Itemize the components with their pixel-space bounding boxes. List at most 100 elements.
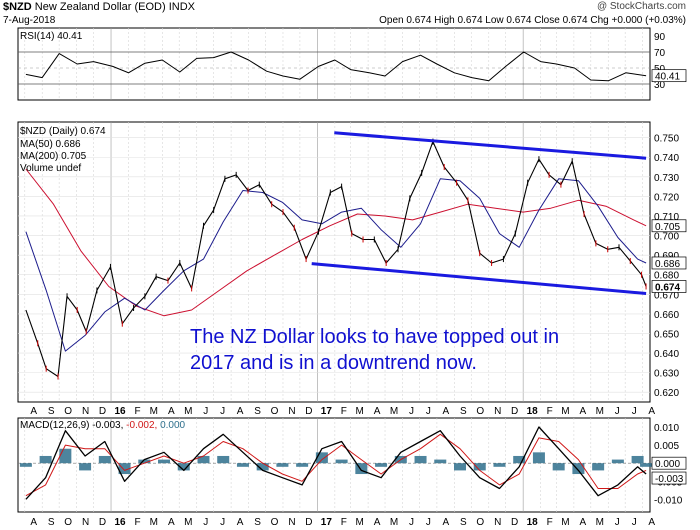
x-tick-label: J (220, 406, 225, 417)
x-tick-label: S (460, 517, 467, 528)
price-tick-label: 0.730 (654, 173, 679, 184)
macd-histogram-bar (335, 459, 348, 464)
x-tick-label: J (615, 406, 620, 417)
x-tick-label: J (409, 517, 414, 528)
macd-histogram-bar (532, 452, 545, 464)
x-tick-label: D (305, 406, 312, 417)
rsi-tick-label: 70 (654, 48, 666, 59)
chart-title: $NZD New Zealand Dollar (EOD) INDX (3, 1, 195, 13)
x-tick-label: M (596, 406, 604, 417)
x-tick-label: F (547, 406, 553, 417)
x-tick-label: A (580, 406, 587, 417)
macd-histogram-bar (315, 452, 328, 464)
ma50-last-value: 0.686 (655, 259, 680, 270)
ma50-line (25, 178, 647, 352)
price-tick-label: 0.710 (654, 212, 679, 223)
macd-histogram-bar (631, 455, 644, 464)
macd-histogram-bar (296, 463, 309, 467)
x-tick-label: 17 (321, 406, 333, 417)
macd-histogram-bar (39, 455, 52, 464)
x-tick-label: A (237, 406, 244, 417)
macd-histogram-bar (611, 459, 624, 464)
price-line (25, 141, 647, 378)
macd-histogram-bar (197, 455, 210, 464)
ohlc-summary: Open 0.674 High 0.674 Low 0.674 Close 0.… (379, 15, 686, 26)
x-tick-label: 18 (527, 406, 539, 417)
macd-histogram-bar (375, 463, 388, 467)
x-tick-label: 18 (527, 517, 539, 528)
ma50-last-value-box (651, 256, 687, 270)
macd-histogram-bar (493, 463, 506, 467)
x-tick-label: 17 (321, 517, 333, 528)
x-tick-label: D (99, 406, 106, 417)
x-tick-label: A (648, 406, 655, 417)
rsi-tick-label: 90 (654, 32, 666, 43)
macd-histogram-bar (552, 463, 565, 471)
rsi-tick-label: 30 (654, 80, 666, 91)
macd-legend-part: -0.002, (126, 420, 160, 431)
rsi-legend: RSI(14) 40.41 (20, 31, 83, 42)
x-tick-label: O (271, 406, 279, 417)
macd-hist-last-value-box (651, 456, 687, 470)
macd-histogram-bar (256, 463, 269, 471)
x-tick-label: M (390, 406, 398, 417)
price-tick-label: 0.630 (654, 369, 679, 380)
x-tick-label: O (64, 517, 72, 528)
ma200-last-value: 0.705 (655, 222, 680, 233)
x-tick-label: N (82, 406, 89, 417)
x-tick-label: S (254, 406, 261, 417)
price-last-value: 0.674 (655, 282, 680, 293)
x-tick-label: D (511, 517, 518, 528)
legend-ma200: MA(200) 0.705 (20, 151, 87, 162)
price-tick-label: 0.740 (654, 153, 679, 164)
x-tick-label: O (64, 406, 72, 417)
x-tick-label: A (374, 406, 381, 417)
x-tick-label: J (426, 517, 431, 528)
x-tick-label: F (341, 517, 347, 528)
macd-last-value: -0.003 (655, 474, 684, 485)
x-tick-label: M (561, 517, 569, 528)
x-tick-label: D (305, 517, 312, 528)
x-tick-label: J (426, 406, 431, 417)
rsi-last-value-box (651, 69, 687, 83)
x-tick-label: A (30, 406, 37, 417)
legend-price: $NZD (Daily) 0.674 (20, 126, 106, 137)
macd-histogram-bar (59, 448, 72, 464)
x-tick-label: M (355, 406, 363, 417)
macd-histogram-bar (572, 463, 585, 475)
stockcharts-credit: @ StockCharts.com (596, 1, 686, 12)
x-tick-label: A (30, 517, 37, 528)
x-tick-label: A (168, 406, 175, 417)
macd-legend-part: -0.003, (92, 420, 126, 431)
legend-volume: Volume undef (20, 163, 81, 174)
macd-histogram-bar (217, 455, 230, 464)
price-last-value-box (651, 280, 687, 293)
price-tick-label: 0.750 (654, 134, 679, 145)
x-tick-label: J (203, 406, 208, 417)
x-tick-label: J (203, 517, 208, 528)
macd-histogram-bar (640, 463, 653, 467)
panel-frame (17, 27, 651, 101)
price-tick-label: 0.660 (654, 310, 679, 321)
macd-histogram-bar (355, 463, 368, 475)
macd-histogram-bar (454, 463, 467, 471)
macd-tick-label: 0.005 (654, 441, 679, 452)
price-tick-label: 0.620 (654, 388, 679, 399)
instrument-name: New Zealand Dollar (EOD) (34, 1, 166, 13)
x-tick-label: F (341, 406, 347, 417)
x-tick-label: A (237, 517, 244, 528)
x-tick-label: J (409, 406, 414, 417)
x-tick-label: A (648, 517, 655, 528)
x-tick-label: M (596, 517, 604, 528)
macd-hist-last-value: 0.000 (655, 459, 680, 470)
x-tick-label: S (48, 517, 55, 528)
x-tick-label: O (476, 406, 484, 417)
annotation-text: The NZ Dollar looks to have topped out i… (190, 326, 560, 374)
x-tick-label: J (632, 406, 637, 417)
exchange: INDX (168, 1, 195, 13)
macd-histogram-bar (138, 459, 151, 464)
rsi-line (25, 51, 647, 82)
rsi-last-value: 40.41 (655, 72, 680, 83)
price-tick-label: 0.670 (654, 290, 679, 301)
x-tick-label: A (374, 517, 381, 528)
